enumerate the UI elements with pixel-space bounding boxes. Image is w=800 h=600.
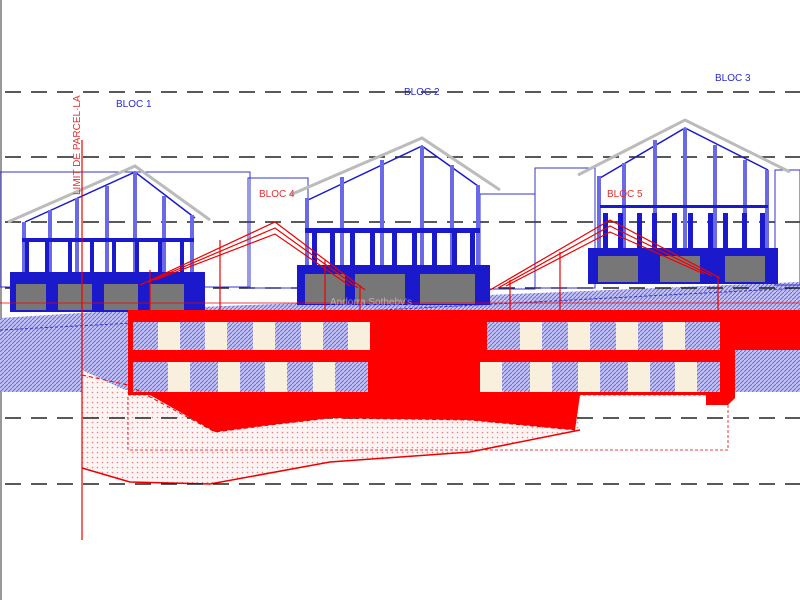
upper-floor-windows <box>133 322 720 350</box>
terrain-line <box>81 429 581 485</box>
lower-floor-windows <box>133 362 720 392</box>
bloc1-house <box>7 164 211 312</box>
parcel-boundary-label: LIMIT DE PARCEL·LA <box>72 95 83 195</box>
bloc1-label: BLOC 1 <box>116 99 152 110</box>
watermark: Andorra Sotheby's <box>330 297 412 308</box>
bloc2-label: BLOC 2 <box>404 87 440 98</box>
bloc5-label: BLOC 5 <box>607 189 643 200</box>
proposed-roofs <box>0 140 800 540</box>
bloc2-house <box>289 136 501 305</box>
bloc4-label: BLOC 4 <box>259 189 295 200</box>
bloc3-house <box>577 118 791 284</box>
proposed-building-section <box>81 310 800 433</box>
bloc3-label: BLOC 3 <box>715 73 751 84</box>
